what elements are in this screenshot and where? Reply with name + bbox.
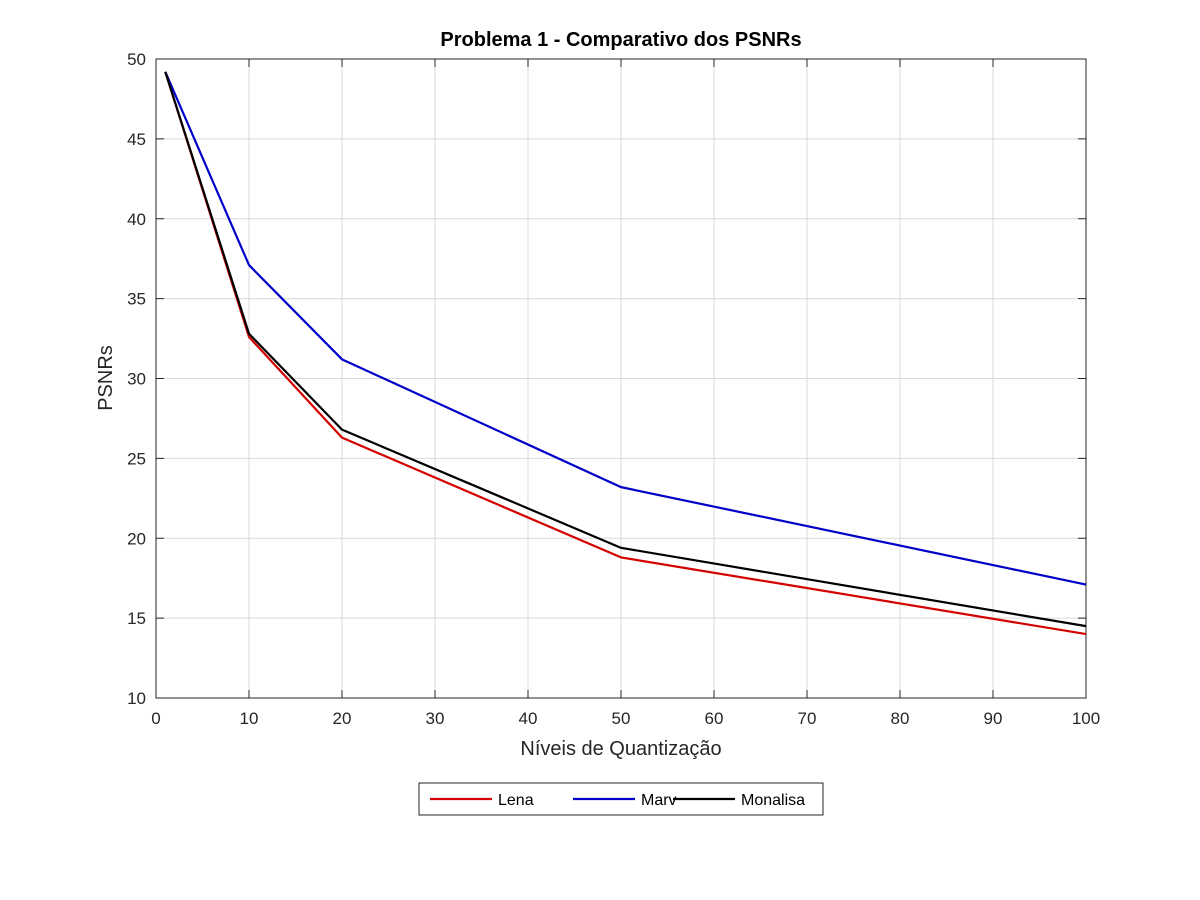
x-tick-label: 40 bbox=[519, 709, 538, 728]
x-tick-label: 70 bbox=[798, 709, 817, 728]
y-tick-label: 25 bbox=[127, 449, 146, 468]
x-axis-label: Níveis de Quantização bbox=[520, 738, 721, 760]
legend-label-monalisa[interactable]: Monalisa bbox=[741, 792, 805, 809]
y-tick-label: 35 bbox=[127, 290, 146, 309]
x-tick-label: 20 bbox=[333, 709, 352, 728]
y-tick-label: 30 bbox=[127, 370, 146, 389]
x-tick-label: 100 bbox=[1072, 709, 1100, 728]
x-tick-label: 10 bbox=[240, 709, 259, 728]
legend-label-lena[interactable]: Lena bbox=[498, 792, 534, 809]
chart-title: Problema 1 - Comparativo dos PSNRs bbox=[440, 29, 801, 51]
x-tick-label: 80 bbox=[891, 709, 910, 728]
series-line-lena bbox=[164, 71, 1087, 636]
y-axis-label: PSNRs bbox=[95, 345, 117, 411]
series-line-marv bbox=[164, 71, 1087, 586]
x-tick-label: 50 bbox=[612, 709, 631, 728]
series-line-monalisa bbox=[164, 71, 1087, 628]
x-tick-label: 30 bbox=[426, 709, 445, 728]
y-tick-label: 40 bbox=[127, 210, 146, 229]
y-tick-label: 45 bbox=[127, 130, 146, 149]
x-tick-label: 90 bbox=[984, 709, 1003, 728]
y-tick-label: 20 bbox=[127, 529, 146, 548]
y-tick-label: 10 bbox=[127, 689, 146, 708]
legend-label-marv[interactable]: Marv bbox=[641, 792, 677, 809]
x-tick-label: 0 bbox=[151, 709, 160, 728]
y-tick-label: 50 bbox=[127, 50, 146, 69]
series-lines bbox=[164, 71, 1087, 636]
y-tick-label: 15 bbox=[127, 609, 146, 628]
axis-ticks: 0 10 20 30 40 50 60 70 80 90 100 10 15 20 25 30 35 40 45 50 bbox=[127, 50, 1100, 728]
legend[interactable]: Lena Marv Monalisa bbox=[418, 782, 824, 816]
x-tick-label: 60 bbox=[705, 709, 724, 728]
